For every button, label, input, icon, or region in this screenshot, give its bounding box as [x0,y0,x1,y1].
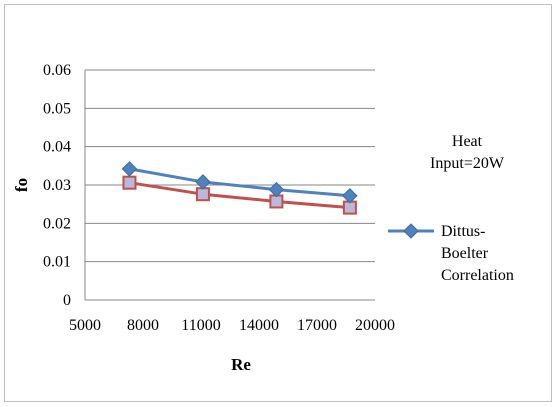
y-tick-label: 0.02 [43,215,71,232]
legend: Dittus- Boelter Correlation [388,223,514,284]
legend-marker-dittus-boelter [403,223,419,239]
legend-label-line-2: Boelter [441,245,489,262]
series-line-1 [129,181,350,210]
y-tick-label: 0.05 [43,100,71,117]
x-tick-label: 11000 [181,317,220,334]
data-point-diamond [195,174,211,190]
x-tick-label: 17000 [297,317,337,334]
axes [84,70,375,301]
data-point-square [122,175,137,190]
x-tick-label: 14000 [239,317,279,334]
legend-label-line-1: Dittus- [441,223,485,240]
y-tick-label: 0 [63,292,71,309]
data-point-square [195,187,210,202]
series-line-0 [129,167,350,198]
y-tick-label: 0.06 [43,62,71,79]
x-axis-title: Re [231,355,251,374]
y-tick-label: 0.03 [43,177,71,194]
y-axis-title: fo [12,178,31,192]
data-point-diamond [268,181,285,198]
data-point-diamond [342,187,358,204]
y-tick-label: 0.04 [43,139,71,156]
annotation-line-1: Heat [452,133,483,150]
y-tick-labels: 0 0.01 0.02 0.03 0.04 0.05 0.06 [43,62,71,309]
heat-input-annotation: Heat Input=20W [430,133,505,172]
legend-label-line-3: Correlation [441,267,514,284]
data-point-diamond [121,161,138,177]
annotation-line-2: Input=20W [430,155,505,172]
x-tick-labels: 5000 8000 11000 14000 17000 20000 [69,317,395,334]
x-tick-label: 8000 [127,317,159,334]
y-tick-label: 0.01 [43,254,71,271]
x-tick-label: 5000 [69,317,101,334]
series-group [121,161,358,215]
x-tick-label: 20000 [355,317,395,334]
